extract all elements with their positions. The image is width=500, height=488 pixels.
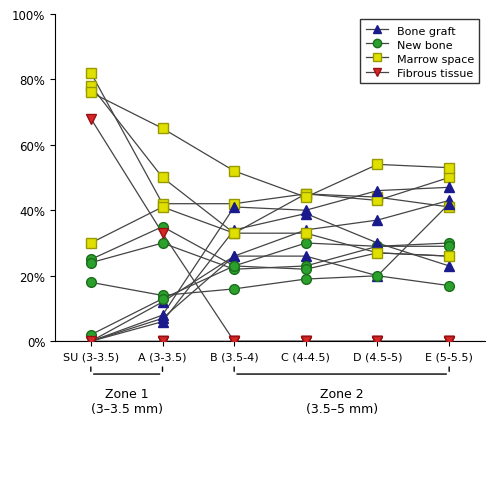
Text: Zone 1
(3–3.5 mm): Zone 1 (3–3.5 mm) bbox=[90, 387, 162, 415]
Legend: Bone graft, New bone, Marrow space, Fibrous tissue: Bone graft, New bone, Marrow space, Fibr… bbox=[360, 20, 480, 84]
Text: Zone 2
(3.5–5 mm): Zone 2 (3.5–5 mm) bbox=[306, 387, 378, 415]
